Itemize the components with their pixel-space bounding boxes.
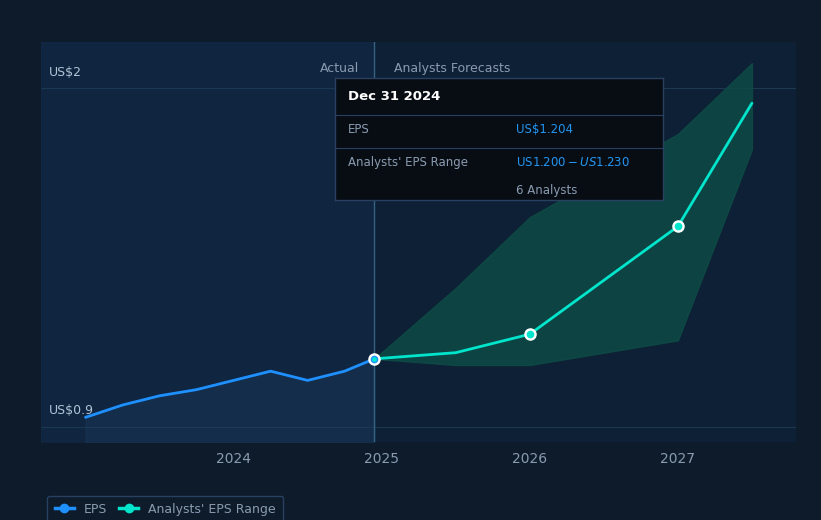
Text: Dec 31 2024: Dec 31 2024: [348, 90, 441, 103]
Text: Analysts' EPS Range: Analysts' EPS Range: [348, 156, 468, 169]
Text: EPS: EPS: [348, 123, 369, 136]
Text: 6 Analysts: 6 Analysts: [516, 184, 577, 197]
Text: US$1.200 - US$1.230: US$1.200 - US$1.230: [516, 156, 630, 169]
Text: US$2: US$2: [48, 66, 81, 79]
Text: Actual: Actual: [320, 62, 360, 75]
Text: US$1.204: US$1.204: [516, 123, 572, 136]
Legend: EPS, Analysts' EPS Range: EPS, Analysts' EPS Range: [48, 496, 283, 520]
Text: US$0.9: US$0.9: [48, 405, 94, 418]
Text: Analysts Forecasts: Analysts Forecasts: [393, 62, 510, 75]
